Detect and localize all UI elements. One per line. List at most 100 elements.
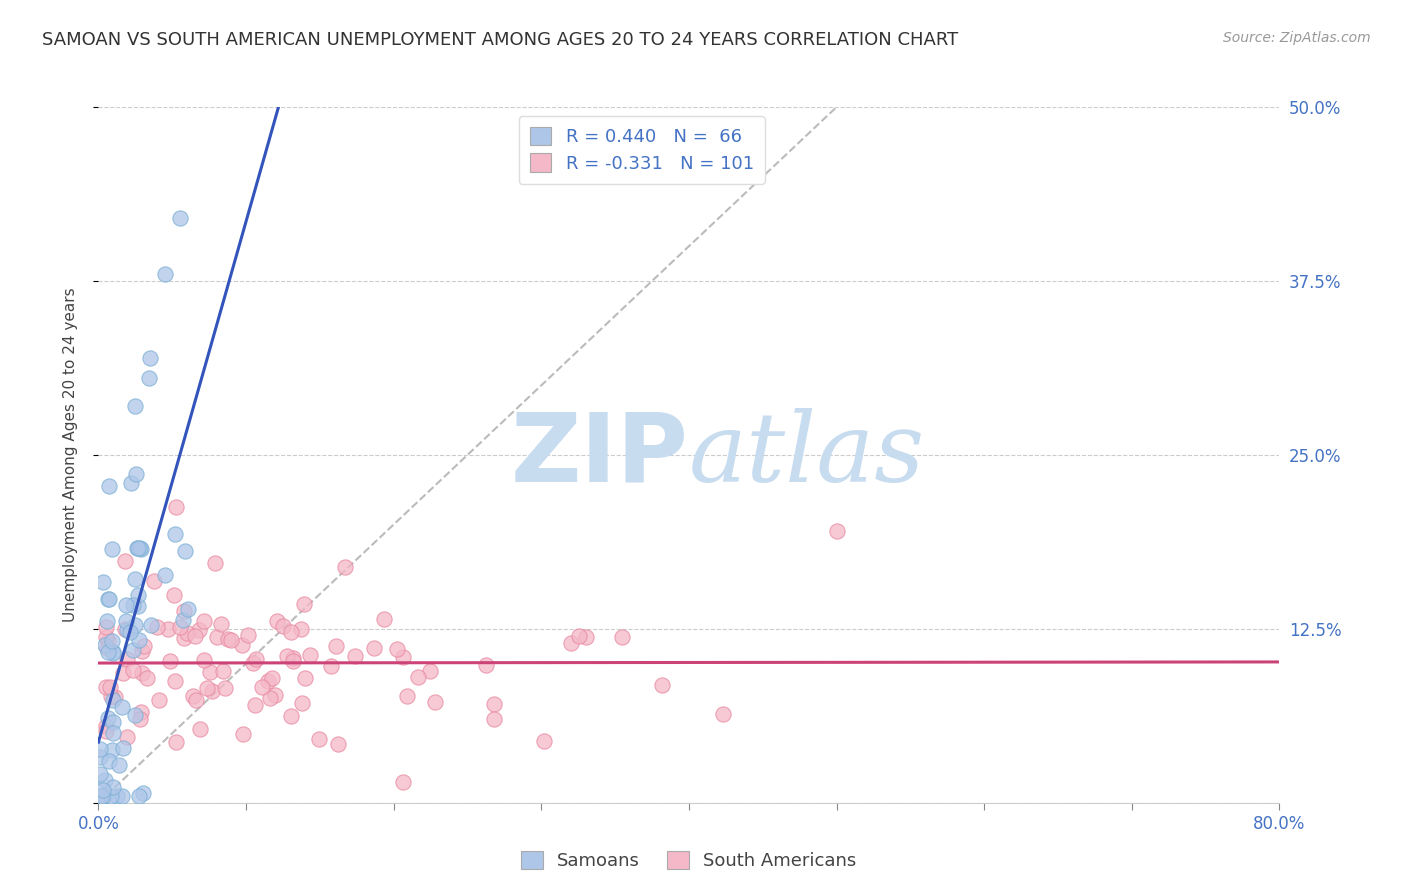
Point [392, 650, 415, 665]
Point [93, 789, 115, 803]
Point [173, 613, 195, 627]
Point [157, 622, 180, 636]
Point [103, 726, 125, 740]
Point [406, 670, 429, 684]
Point [193, 615, 215, 629]
Point [281, 651, 304, 665]
Point [91, 783, 114, 797]
Point [176, 602, 198, 616]
Point [232, 727, 254, 741]
Point [98, 680, 121, 694]
Point [131, 643, 153, 657]
Point [129, 542, 152, 557]
Point [165, 500, 187, 515]
Text: SAMOAN VS SOUTH AMERICAN UNEMPLOYMENT AMONG AGES 20 TO 24 YEARS CORRELATION CHAR: SAMOAN VS SOUTH AMERICAN UNEMPLOYMENT AM… [42, 31, 959, 49]
Point [101, 693, 124, 707]
Point [204, 556, 226, 570]
Text: ZIP: ZIP [510, 409, 689, 501]
Point [259, 690, 281, 705]
Point [169, 211, 191, 226]
Point [89, 789, 111, 803]
Point [142, 574, 165, 588]
Point [153, 568, 176, 582]
Point [484, 697, 506, 711]
Point [242, 656, 264, 670]
Point [238, 628, 260, 642]
Point [112, 665, 135, 680]
Point [124, 708, 146, 723]
Point [97, 711, 120, 725]
Point [100, 542, 122, 557]
Point [98, 754, 121, 768]
Point [111, 789, 134, 803]
Point [292, 597, 315, 611]
Point [89, 750, 111, 764]
Point [128, 633, 150, 648]
Point [121, 599, 143, 613]
Point [201, 684, 224, 698]
Point [93, 789, 115, 803]
Point [115, 730, 138, 744]
Point [96, 640, 118, 655]
Point [89, 741, 111, 756]
Point [173, 604, 195, 618]
Point [198, 665, 221, 679]
Point [127, 589, 149, 603]
Point [280, 708, 302, 723]
Point [115, 598, 138, 612]
Point [533, 734, 555, 748]
Point [568, 629, 591, 643]
Point [188, 623, 211, 637]
Text: Source: ZipAtlas.com: Source: ZipAtlas.com [1223, 31, 1371, 45]
Point [124, 618, 146, 632]
Point [207, 630, 229, 644]
Point [195, 681, 218, 696]
Point [266, 614, 288, 628]
Y-axis label: Unemployment Among Ages 20 to 24 years: Unemployment Among Ages 20 to 24 years [63, 287, 77, 623]
Point [101, 714, 124, 729]
Point [94, 630, 117, 644]
Point [121, 663, 143, 677]
Point [93, 789, 115, 803]
Point [131, 665, 153, 680]
Point [135, 671, 157, 685]
Point [243, 698, 266, 712]
Point [482, 712, 505, 726]
Point [188, 722, 211, 736]
Point [173, 543, 195, 558]
Point [125, 541, 148, 555]
Point [280, 625, 302, 640]
Point [127, 599, 149, 614]
Point [560, 636, 582, 650]
Point [134, 640, 156, 654]
Point [124, 399, 146, 413]
Point [128, 789, 150, 803]
Point [101, 647, 124, 661]
Point [111, 699, 134, 714]
Point [98, 592, 121, 607]
Point [298, 648, 321, 663]
Point [163, 588, 186, 602]
Point [101, 645, 124, 659]
Point [105, 789, 128, 803]
Point [163, 673, 186, 688]
Point [97, 634, 120, 648]
Point [114, 614, 136, 628]
Point [173, 632, 195, 646]
Point [138, 371, 160, 385]
Point [159, 654, 181, 668]
Point [575, 630, 598, 644]
Point [328, 737, 350, 751]
Point [475, 657, 498, 672]
Point [163, 526, 186, 541]
Point [97, 592, 120, 607]
Point [276, 648, 298, 663]
Point [128, 712, 150, 726]
Point [124, 572, 146, 586]
Point [131, 705, 153, 719]
Point [419, 664, 441, 678]
Point [114, 554, 136, 568]
Point [129, 541, 152, 555]
Point [90, 789, 112, 803]
Point [101, 743, 124, 757]
